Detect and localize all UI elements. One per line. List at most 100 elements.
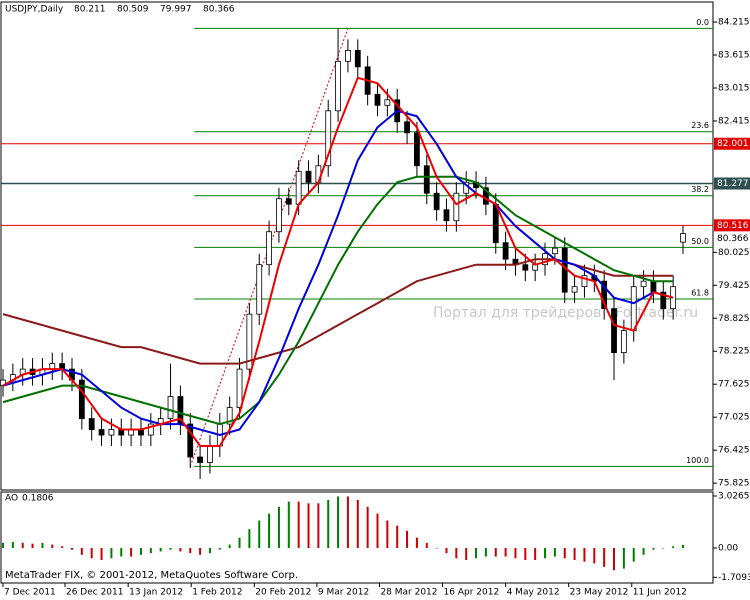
indicator-bar <box>327 499 330 548</box>
indicator-bar <box>149 547 152 554</box>
header-close: 80.366 <box>203 5 235 15</box>
candle-body <box>187 423 194 458</box>
indicator-bar <box>573 547 576 560</box>
indicator-bar <box>110 547 113 559</box>
y-tick-label: 82.415 <box>718 116 750 126</box>
candle-body <box>640 280 647 288</box>
fibo-label: 100.0 <box>686 456 709 465</box>
indicator-bar <box>366 506 369 548</box>
indicator-bar <box>189 547 192 554</box>
candle-body <box>522 264 529 271</box>
candle-body <box>384 99 391 106</box>
candle-body <box>207 445 213 463</box>
indicator-bar <box>31 543 34 548</box>
candle-body <box>650 280 657 293</box>
indicator-bar <box>622 547 625 569</box>
candle-body <box>680 233 686 243</box>
y-tick-label: 76.425 <box>718 446 750 456</box>
header-open: 80.211 <box>74 5 106 15</box>
indicator-bar <box>465 547 468 560</box>
indicator-bar <box>445 547 448 554</box>
y-tick-label: 77.025 <box>718 413 750 423</box>
indicator-panel <box>0 491 714 584</box>
price-level-label: 82.001 <box>717 139 749 149</box>
x-tick-label: 11 Jun 2012 <box>633 588 687 598</box>
indicator-bar <box>287 501 290 548</box>
indicator-bar <box>553 547 556 557</box>
candle-body <box>266 231 272 266</box>
candle-body <box>78 379 85 419</box>
indicator-bar <box>199 547 202 555</box>
indicator-bar <box>307 503 310 548</box>
indicator-bar <box>277 506 280 548</box>
x-tick-label: 13 Jan 2012 <box>129 588 183 598</box>
candle-body <box>482 187 489 205</box>
indicator-bar <box>90 547 93 559</box>
candle-body <box>276 198 282 233</box>
header-high: 80.509 <box>117 5 149 15</box>
indicator-bar <box>61 546 64 548</box>
candle-body <box>236 368 243 408</box>
y-tick-label: 79.425 <box>718 281 750 291</box>
candle-body <box>620 330 627 354</box>
y-tick-label: 80.025 <box>718 248 750 258</box>
y-tick-label: 77.625 <box>718 380 750 390</box>
candle-body <box>246 313 253 370</box>
indicator-bar <box>524 547 527 560</box>
indicator-bar <box>258 520 261 548</box>
indicator-bar <box>179 547 182 552</box>
indicator-bar <box>268 513 271 548</box>
indicator-y-tick-label: 0.00 <box>718 543 738 553</box>
copyright: MetaTrader FIX, © 2001-2012, MetaQuotes … <box>5 570 298 581</box>
fibo-label: 0.0 <box>696 18 709 27</box>
candle-body <box>374 93 381 106</box>
indicator-bar <box>21 542 24 548</box>
candle-body <box>295 170 302 205</box>
header-low: 79.997 <box>160 5 192 15</box>
y-tick-label: 78.225 <box>718 347 750 357</box>
indicator-y-tick-label: -1.7093 <box>718 573 750 583</box>
candle-body <box>581 275 588 288</box>
indicator-bar <box>337 496 340 548</box>
indicator-bar <box>386 520 389 548</box>
indicator-bar <box>356 499 359 548</box>
x-tick-label: 9 Mar 2012 <box>318 588 369 598</box>
x-tick-label: 28 Mar 2012 <box>380 588 437 598</box>
x-tick-label: 7 Dec 2011 <box>4 588 56 598</box>
indicator-bar <box>672 546 675 548</box>
indicator-bar <box>455 547 458 559</box>
indicator-bar <box>534 547 537 560</box>
indicator-bar <box>2 542 4 548</box>
x-tick-label: 23 May 2012 <box>570 588 629 598</box>
candle-body <box>354 49 361 68</box>
candle-body <box>285 198 292 205</box>
candle-body <box>325 110 332 167</box>
candle-body <box>423 165 430 194</box>
y-tick-label: 84.215 <box>718 18 750 28</box>
indicator-bar <box>504 547 507 557</box>
indicator-bar <box>120 547 123 557</box>
candle-body <box>502 242 509 260</box>
candle-body <box>167 396 174 419</box>
indicator-bar <box>130 547 133 557</box>
candle-body <box>108 429 115 436</box>
indicator-bar <box>100 547 103 560</box>
candle-body <box>453 192 460 222</box>
indicator-bar <box>297 501 300 548</box>
moving-average <box>2 76 674 447</box>
x-tick-label: 16 Apr 2012 <box>444 588 500 598</box>
indicator-value: 0.1806 <box>22 494 54 504</box>
current-price-box <box>714 232 750 244</box>
fibo-label: 23.6 <box>691 121 709 130</box>
current-price-label: 80.366 <box>717 234 749 244</box>
candle-body <box>404 121 410 134</box>
indicator-bar <box>603 547 606 567</box>
indicator-bar <box>208 547 211 554</box>
x-tick-label: 1 Feb 2012 <box>192 588 242 598</box>
indicator-bar <box>494 547 497 557</box>
indicator-bar <box>139 547 142 555</box>
indicator-bar <box>51 544 54 548</box>
indicator-bar <box>70 547 73 550</box>
indicator-bar <box>652 547 655 550</box>
candle-body <box>305 170 312 183</box>
